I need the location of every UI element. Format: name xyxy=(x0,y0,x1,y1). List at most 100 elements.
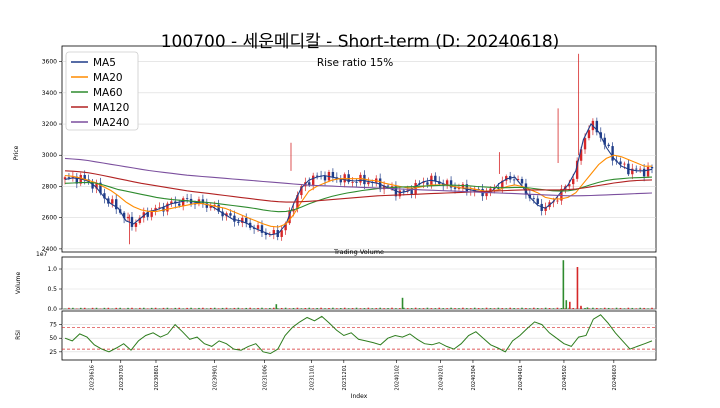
x-tick-label: 20240304 xyxy=(471,365,477,390)
volume-bar xyxy=(245,308,247,309)
volume-bar xyxy=(371,308,373,309)
price-grid xyxy=(62,62,656,249)
volume-bar xyxy=(285,308,287,309)
x-tick-label: 20230616 xyxy=(89,365,95,390)
volume-bar xyxy=(167,308,169,309)
candle-body xyxy=(572,179,574,184)
price-ytick-label: 3400 xyxy=(42,90,57,97)
volume-bar xyxy=(584,308,586,309)
price-ytick-label: 2600 xyxy=(42,215,57,222)
volume-bar xyxy=(84,308,86,309)
volume-bar xyxy=(364,308,366,309)
candle-body xyxy=(351,182,353,183)
volume-bar xyxy=(525,308,527,309)
volume-bar xyxy=(277,308,279,309)
volume-bar xyxy=(336,308,338,309)
volume-bar xyxy=(415,308,417,309)
candle-body xyxy=(111,199,113,203)
volume-bar xyxy=(265,308,267,309)
volume-bar xyxy=(643,308,645,309)
volume-bar xyxy=(624,308,626,309)
candle-body xyxy=(485,193,487,196)
volume-bar xyxy=(143,308,145,309)
volume-bar xyxy=(596,308,598,309)
x-tick-label: 20240502 xyxy=(562,365,568,390)
volume-bar xyxy=(171,308,173,309)
volume-bar xyxy=(281,308,283,309)
volume-bar xyxy=(151,308,153,309)
volume-bar xyxy=(592,308,594,309)
rsi-panel-frame xyxy=(62,311,656,360)
candle-body xyxy=(533,198,535,199)
candle-body xyxy=(229,213,231,215)
rsi-grid xyxy=(62,325,656,352)
volume-bar xyxy=(253,308,255,309)
volume-bar xyxy=(545,308,547,309)
volume-bar xyxy=(604,308,606,309)
volume-bar xyxy=(494,308,496,309)
volume-bar xyxy=(202,308,204,309)
candle-body xyxy=(639,169,641,170)
volume-ylabel: Volume xyxy=(15,272,22,295)
candle-body xyxy=(426,182,428,184)
volume-bar xyxy=(115,308,117,309)
volume-bar xyxy=(198,308,200,309)
volume-bar xyxy=(462,308,464,309)
candle-body xyxy=(623,164,625,165)
candle-body xyxy=(355,182,357,183)
volume-bar xyxy=(387,308,389,309)
volume-bar xyxy=(356,308,358,309)
volume-bar xyxy=(505,308,507,309)
volume-bar xyxy=(391,308,393,309)
volume-spike xyxy=(580,306,582,309)
volume-bar xyxy=(360,308,362,309)
volume-bar xyxy=(501,308,503,309)
volume-bar xyxy=(620,308,622,309)
volume-bar xyxy=(344,308,346,309)
candle-body xyxy=(454,188,456,189)
candle-body xyxy=(312,176,314,186)
volume-bar xyxy=(651,308,653,309)
volume-bar xyxy=(379,308,381,309)
candle-body xyxy=(387,186,389,187)
volume-spike xyxy=(587,307,589,309)
price-ytick-label: 2800 xyxy=(42,183,57,190)
volume-bar xyxy=(632,308,634,309)
price-ytick-label: 3000 xyxy=(42,152,57,159)
candle-body xyxy=(324,176,326,180)
rsi-line-group xyxy=(65,315,652,354)
volume-bar xyxy=(474,308,476,309)
candle-body xyxy=(367,182,369,184)
candle-body xyxy=(237,222,239,223)
candle-body xyxy=(584,138,586,149)
candle-body xyxy=(131,217,133,227)
candle-body xyxy=(410,190,412,194)
volume-bar xyxy=(68,308,70,309)
candle-body xyxy=(257,225,259,229)
volume-bar xyxy=(261,308,263,309)
volume-bar xyxy=(399,308,401,309)
candle-body xyxy=(643,169,645,177)
x-tick-label: 20240201 xyxy=(439,365,445,390)
volume-bar xyxy=(352,308,354,309)
volume-bar xyxy=(561,308,563,309)
volume-bar xyxy=(194,308,196,309)
volume-bars xyxy=(64,260,653,309)
volume-bar xyxy=(297,308,299,309)
rise-ratio-annotation: Rise ratio 15% xyxy=(317,57,393,69)
candle-body xyxy=(635,169,637,170)
candle-body xyxy=(556,201,558,202)
volume-bar xyxy=(104,308,106,309)
volume-bar xyxy=(210,308,212,309)
volume-bar xyxy=(214,308,216,309)
volume-bar xyxy=(383,308,385,309)
x-tick-label: 20230801 xyxy=(154,365,160,390)
volume-bar xyxy=(572,308,574,309)
volume-bar xyxy=(478,308,480,309)
volume-bar xyxy=(206,308,208,309)
volume-bar xyxy=(230,308,232,309)
volume-bar xyxy=(427,308,429,309)
candle-body xyxy=(651,167,653,168)
